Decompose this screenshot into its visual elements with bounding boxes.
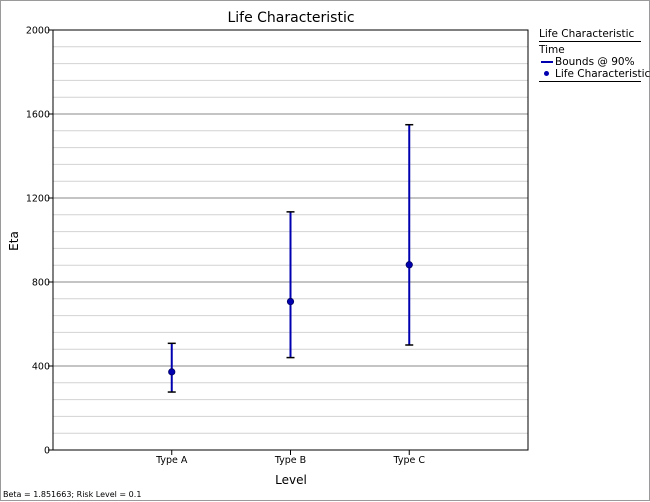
legend-item-life-characteristic: Life Characteristic [539,68,650,80]
legend-item-label: Bounds @ 90% [555,56,635,68]
x-tick-label: Type A [155,455,188,466]
chart-title: Life Characteristic [227,10,355,26]
line-swatch-icon [541,61,553,63]
legend-item-label: Life Characteristic [555,68,650,80]
y-axis-label: Eta [7,231,21,251]
x-tick-label: Type B [274,455,306,466]
life-characteristic-point [405,261,413,269]
y-tick-label: 0 [44,446,50,457]
legend-title: Life Characteristic [539,28,641,42]
y-tick-label: 2000 [26,26,50,37]
legend-divider [539,80,641,82]
x-tick-label: Type C [393,455,426,466]
x-axis-label: Level [275,473,307,487]
legend: Life Characteristic Time Bounds @ 90% Li… [539,28,650,82]
y-tick-label: 1600 [26,110,50,121]
life-characteristic-point [168,368,176,376]
legend-group-label: Time [539,44,565,56]
life-characteristic-point [286,297,295,306]
y-tick-label: 400 [32,362,50,373]
dot-swatch-icon [544,71,549,76]
legend-item-bounds: Bounds @ 90% [539,56,645,68]
y-tick-label: 1200 [26,194,50,205]
y-tick-label: 800 [32,278,50,289]
footer-parameters: Beta = 1.851663; Risk Level = 0.1 [3,490,142,499]
